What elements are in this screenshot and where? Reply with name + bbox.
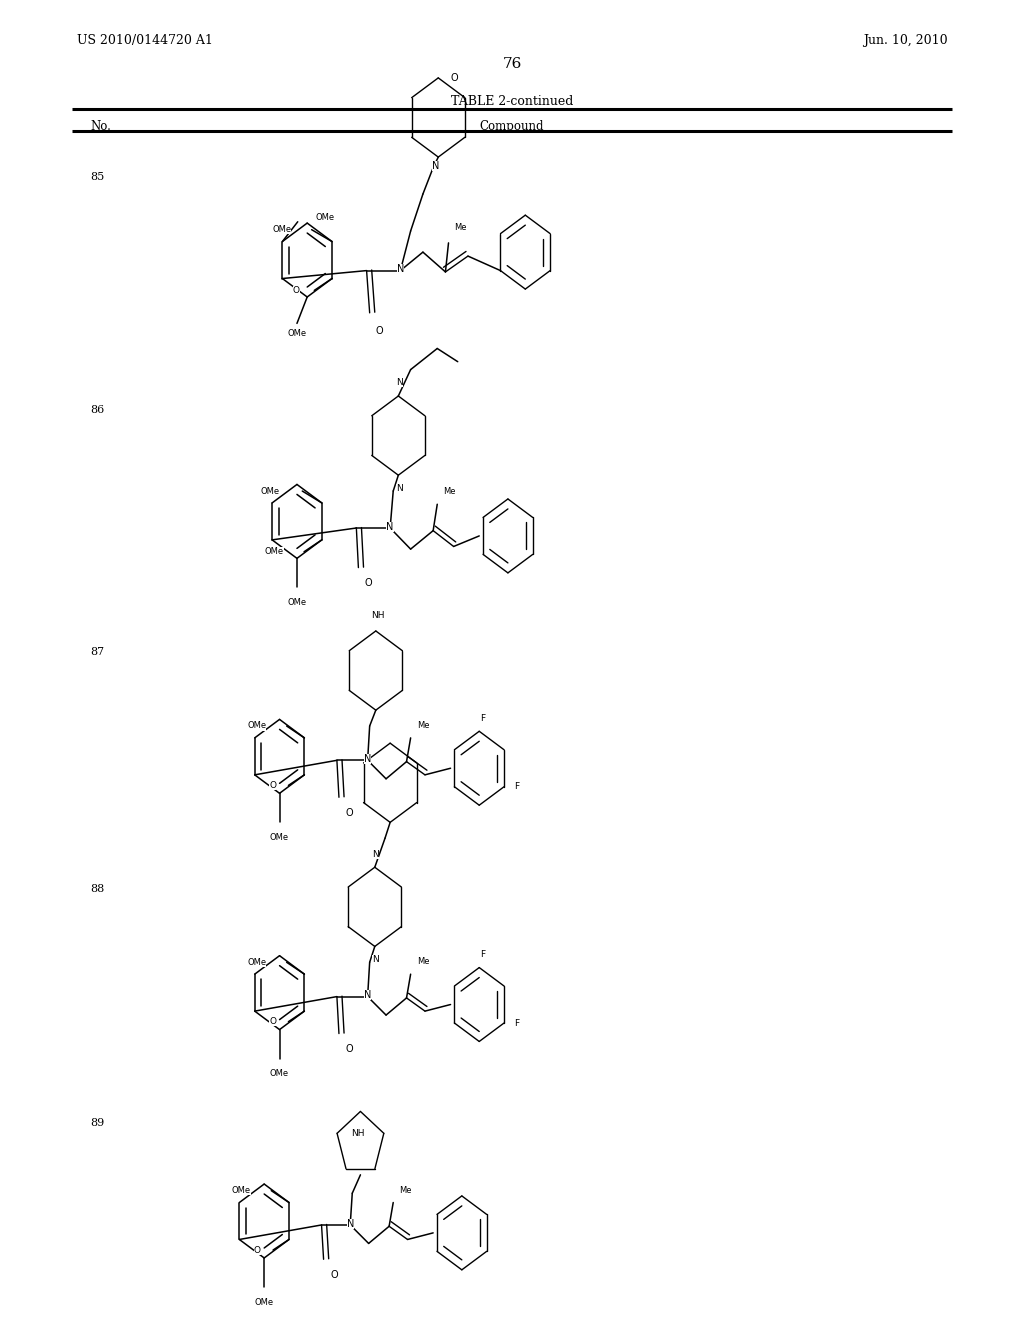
Text: O: O	[451, 73, 458, 83]
Text: NH: NH	[371, 611, 385, 619]
Text: 87: 87	[90, 647, 104, 657]
Text: O: O	[254, 1246, 261, 1254]
Text: N: N	[396, 379, 402, 387]
Text: F: F	[514, 1019, 519, 1027]
Text: O: O	[345, 808, 353, 818]
Text: N: N	[431, 161, 439, 172]
Text: N: N	[364, 754, 372, 764]
Text: 89: 89	[90, 1118, 104, 1129]
Text: N: N	[396, 484, 402, 492]
Text: Compound: Compound	[480, 120, 544, 133]
Text: O: O	[293, 286, 300, 294]
Text: 85: 85	[90, 172, 104, 182]
Text: TABLE 2-continued: TABLE 2-continued	[451, 95, 573, 108]
Text: N: N	[396, 264, 404, 275]
Text: Me: Me	[417, 957, 429, 966]
Text: O: O	[365, 578, 373, 589]
Text: N: N	[386, 521, 394, 532]
Text: OMe: OMe	[270, 1069, 289, 1078]
Text: No.: No.	[90, 120, 111, 133]
Text: OMe: OMe	[247, 722, 266, 730]
Text: Jun. 10, 2010: Jun. 10, 2010	[862, 34, 947, 48]
Text: OMe: OMe	[261, 487, 280, 495]
Text: OMe: OMe	[272, 226, 291, 234]
Text: O: O	[269, 781, 276, 789]
Text: N: N	[373, 850, 379, 858]
Text: N: N	[364, 990, 372, 1001]
Text: 76: 76	[503, 57, 521, 71]
Text: OMe: OMe	[231, 1187, 251, 1195]
Text: N: N	[373, 956, 379, 964]
Text: F: F	[479, 950, 485, 958]
Text: OMe: OMe	[247, 958, 266, 966]
Text: Me: Me	[417, 721, 429, 730]
Text: OMe: OMe	[288, 330, 306, 338]
Text: O: O	[375, 326, 383, 337]
Text: OMe: OMe	[315, 214, 334, 222]
Text: OMe: OMe	[288, 598, 306, 607]
Text: NH: NH	[351, 1129, 365, 1138]
Text: O: O	[345, 1044, 353, 1055]
Text: Me: Me	[443, 487, 456, 496]
Text: OMe: OMe	[270, 833, 289, 842]
Text: US 2010/0144720 A1: US 2010/0144720 A1	[77, 34, 213, 48]
Text: 88: 88	[90, 884, 104, 895]
Text: N: N	[346, 1218, 354, 1229]
Text: F: F	[479, 714, 485, 722]
Text: OMe: OMe	[255, 1298, 273, 1307]
Text: O: O	[269, 1018, 276, 1026]
Text: F: F	[514, 783, 519, 791]
Text: OMe: OMe	[264, 548, 284, 556]
Text: O: O	[330, 1270, 338, 1280]
Text: Me: Me	[454, 223, 466, 232]
Text: Me: Me	[399, 1185, 412, 1195]
Text: 86: 86	[90, 405, 104, 416]
